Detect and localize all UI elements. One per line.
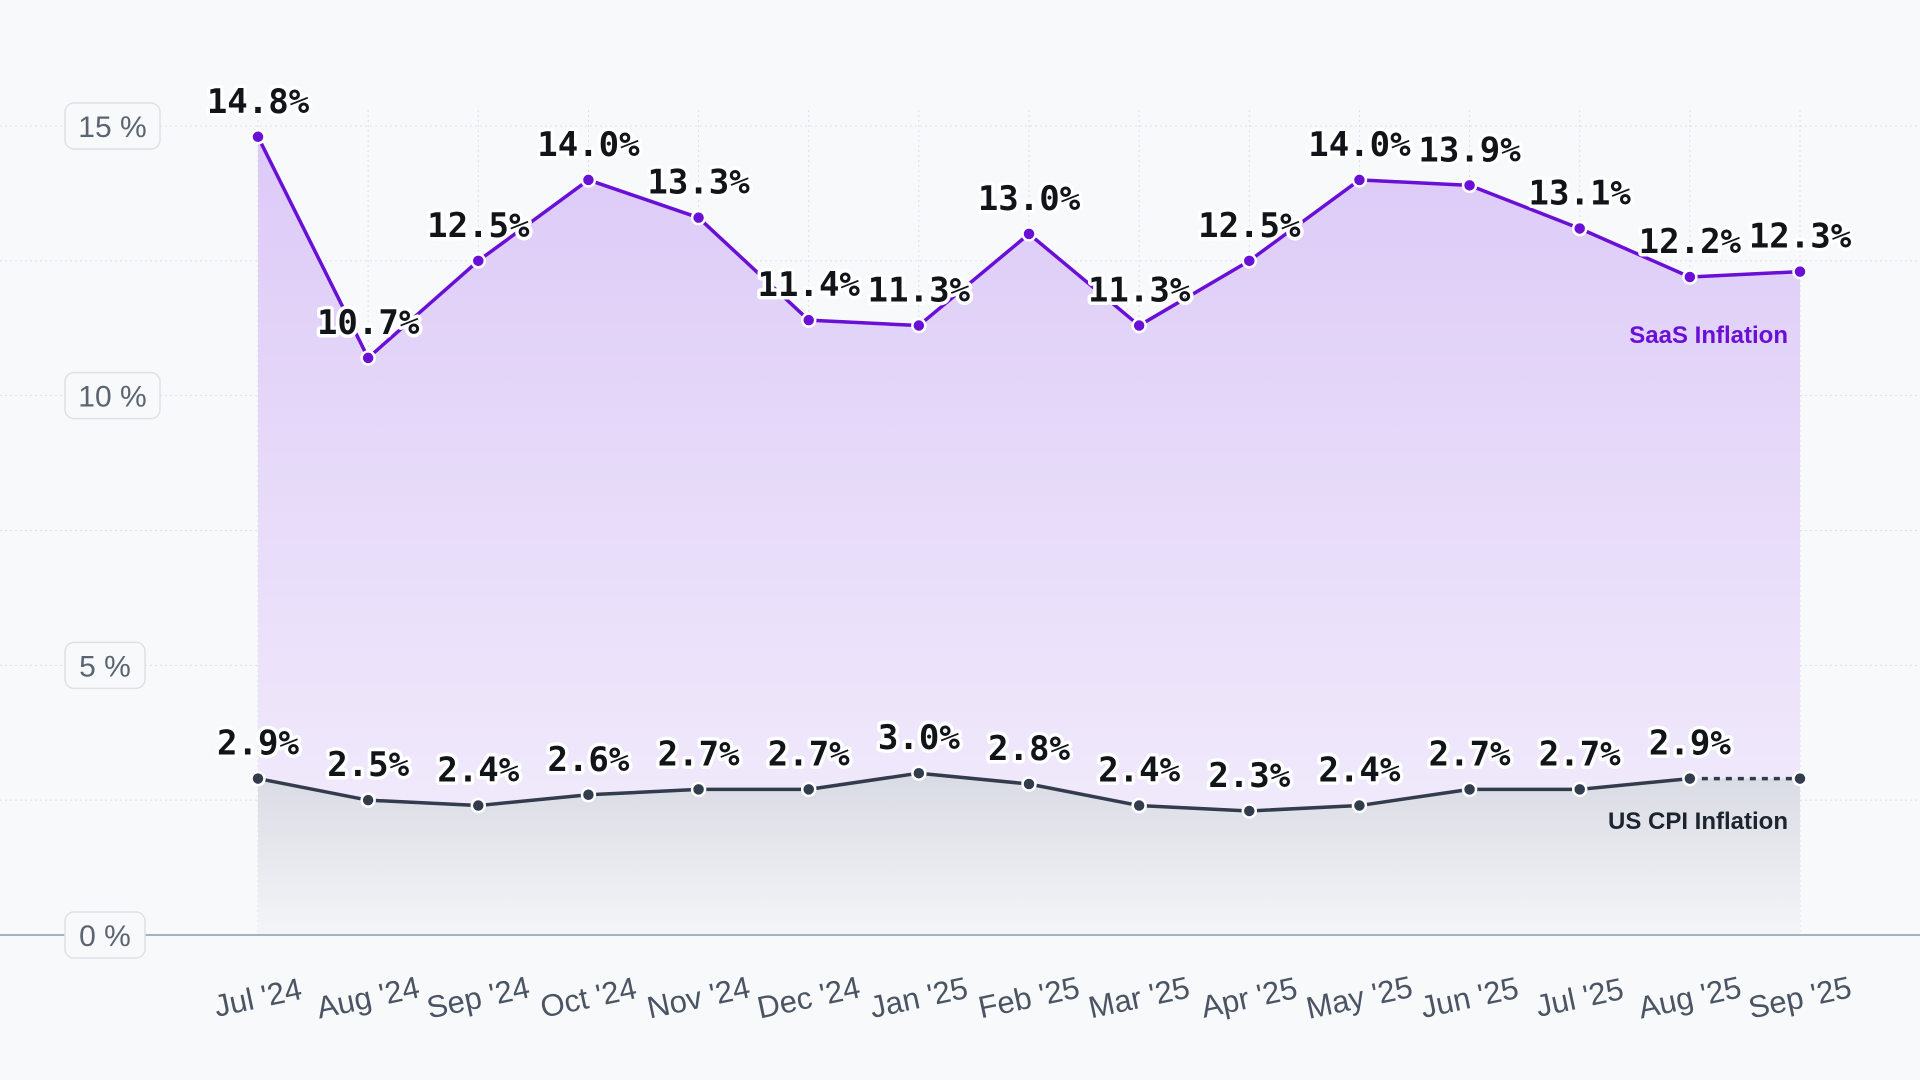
- x-tick-label: Aug '25: [1635, 970, 1744, 1026]
- saas-data-label: 12.2%: [1639, 222, 1742, 262]
- us-cpi-inflation-area: [258, 773, 1800, 935]
- saas-data-label: 12.5%: [427, 206, 530, 246]
- saas-data-label: 13.3%: [647, 163, 750, 203]
- cpi-point: [690, 781, 707, 798]
- cpi-point: [1461, 781, 1478, 798]
- x-tick-label: May '25: [1303, 969, 1416, 1026]
- y-tick-box: [64, 371, 161, 420]
- cpi-point: [1241, 803, 1258, 819]
- cpi-data-label: 2.5%: [327, 745, 409, 785]
- cpi-point: [911, 765, 927, 781]
- saas-data-label: 14.0%: [537, 125, 640, 165]
- saas-point: [1021, 226, 1037, 242]
- saas-data-label: 12.3%: [1749, 217, 1852, 257]
- cpi-data-label: 2.8%: [988, 729, 1070, 769]
- y-tick-box: [64, 911, 146, 959]
- y-tick-label: 5 %: [79, 650, 131, 683]
- saas-point: [470, 253, 487, 269]
- y-tick-box: [64, 102, 161, 150]
- saas-point: [250, 129, 266, 145]
- cpi-data-label: 2.9%: [217, 724, 299, 764]
- saas-data-label: 10.7%: [317, 303, 420, 343]
- cpi-point: [250, 770, 266, 787]
- saas-data-label: 11.4%: [758, 265, 861, 305]
- cpi-point: [580, 787, 597, 803]
- x-tick-label: Oct '24: [537, 970, 639, 1024]
- cpi-data-label: 2.4%: [1098, 751, 1180, 791]
- saas-data-label: 14.8%: [207, 82, 310, 122]
- saas-data-label: 14.0%: [1308, 125, 1411, 165]
- x-tick-label: Dec '24: [754, 970, 863, 1026]
- saas-series-label: SaaS Inflation: [1629, 322, 1788, 349]
- saas-point: [360, 350, 376, 366]
- saas-point: [580, 172, 597, 188]
- cpi-point: [1131, 797, 1147, 814]
- x-tick-label: Jan '25: [867, 970, 971, 1025]
- x-tick-label: Apr '25: [1198, 970, 1300, 1024]
- cpi-data-label: 2.7%: [1539, 734, 1621, 774]
- saas-data-label: 11.3%: [1088, 271, 1191, 311]
- saas-point: [1351, 172, 1368, 188]
- cpi-data-label: 3.0%: [878, 718, 960, 758]
- saas-data-label: 13.1%: [1529, 173, 1632, 213]
- saas-data-label: 11.3%: [868, 271, 971, 311]
- cpi-point: [1571, 781, 1588, 798]
- cpi-series-label: US CPI Inflation: [1608, 808, 1788, 835]
- cpi-point: [800, 781, 817, 798]
- saas-inflation-area: [258, 136, 1800, 935]
- cpi-data-label: 2.4%: [1318, 751, 1400, 791]
- saas-point: [690, 209, 707, 226]
- cpi-data-label: 2.7%: [768, 734, 850, 774]
- us-cpi-inflation-line: [257, 771, 1691, 813]
- cpi-point: [1792, 770, 1808, 787]
- cpi-point: [1021, 776, 1037, 792]
- saas-data-label: 13.0%: [978, 179, 1081, 219]
- saas-point: [1241, 253, 1258, 269]
- x-tick-label: Mar '25: [1085, 970, 1192, 1026]
- x-tick-label: Jul '25: [1533, 971, 1627, 1024]
- cpi-data-label: 2.9%: [1649, 724, 1731, 764]
- saas-point: [1461, 177, 1478, 194]
- x-tick-label: Jul '24: [211, 971, 305, 1024]
- saas-data-label: 12.5%: [1198, 206, 1301, 246]
- y-tick-label: 0 %: [79, 920, 131, 953]
- x-tick-label: Sep '24: [424, 970, 533, 1026]
- cpi-point: [470, 797, 487, 814]
- y-tick-box: [64, 641, 146, 690]
- saas-point: [1131, 317, 1147, 334]
- cpi-data-label: 2.4%: [437, 751, 519, 791]
- cpi-data-label: 2.7%: [1429, 734, 1511, 774]
- cpi-point: [1682, 770, 1698, 787]
- cpi-data-label: 2.6%: [547, 740, 629, 780]
- cpi-data-label: 2.3%: [1208, 756, 1290, 796]
- y-tick-label: 10 %: [78, 381, 146, 414]
- saas-point: [1571, 220, 1588, 237]
- x-tick-label: Nov '24: [644, 970, 753, 1026]
- saas-point: [800, 312, 817, 328]
- saas-point: [1792, 263, 1808, 280]
- saas-point: [911, 317, 927, 334]
- x-tick-label: Sep '25: [1745, 970, 1854, 1026]
- cpi-point: [1351, 797, 1368, 814]
- x-tick-label: Jun '25: [1417, 970, 1521, 1025]
- y-tick-label: 15 %: [78, 111, 146, 144]
- saas-data-label: 13.9%: [1418, 130, 1521, 170]
- saas-point: [1682, 269, 1698, 285]
- x-tick-label: Feb '25: [975, 970, 1082, 1026]
- x-tick-label: Aug '24: [313, 970, 422, 1026]
- cpi-point: [360, 792, 376, 808]
- cpi-data-label: 2.7%: [658, 734, 740, 774]
